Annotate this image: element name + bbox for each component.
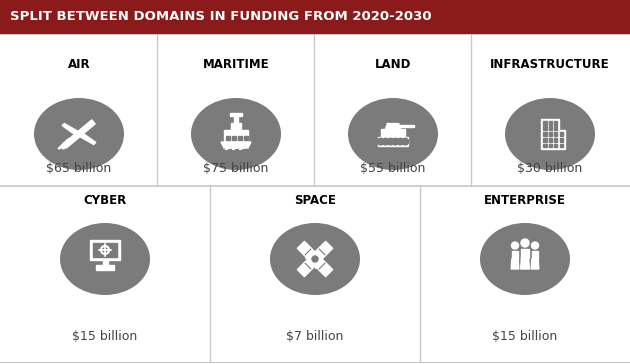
Polygon shape — [297, 241, 333, 277]
Text: ENTERPRISE: ENTERPRISE — [484, 194, 566, 207]
Text: INFRASTRUCTURE: INFRASTRUCTURE — [490, 58, 610, 71]
Bar — [232, 136, 236, 140]
Text: $15 billion: $15 billion — [493, 329, 558, 343]
Circle shape — [532, 242, 539, 249]
Circle shape — [512, 242, 518, 249]
Circle shape — [387, 138, 394, 145]
Bar — [543, 121, 547, 124]
Polygon shape — [79, 132, 96, 145]
Bar — [549, 143, 552, 147]
Circle shape — [402, 138, 409, 145]
Circle shape — [392, 138, 399, 145]
Bar — [0, 0, 630, 34]
Ellipse shape — [34, 98, 124, 170]
Bar — [93, 243, 117, 257]
Polygon shape — [62, 123, 79, 136]
Polygon shape — [531, 259, 539, 269]
Bar — [549, 138, 552, 142]
Bar — [559, 138, 563, 142]
Bar — [554, 121, 557, 124]
Bar — [397, 124, 414, 127]
Bar — [378, 137, 408, 146]
Bar — [554, 126, 557, 130]
Bar — [559, 143, 563, 147]
Bar — [230, 113, 242, 116]
Text: SPACE: SPACE — [294, 194, 336, 207]
Text: $75 billion: $75 billion — [203, 162, 268, 175]
Bar — [541, 119, 559, 149]
Circle shape — [312, 256, 318, 262]
Text: $55 billion: $55 billion — [360, 162, 426, 175]
Bar — [554, 138, 557, 142]
Text: $7 billion: $7 billion — [286, 329, 344, 343]
Bar — [231, 123, 241, 130]
Bar — [522, 249, 529, 258]
Circle shape — [382, 138, 389, 145]
Circle shape — [377, 138, 384, 145]
Polygon shape — [511, 259, 519, 269]
Bar — [512, 251, 518, 259]
Polygon shape — [62, 138, 69, 149]
Polygon shape — [386, 123, 401, 129]
Circle shape — [521, 239, 529, 247]
Bar — [96, 265, 114, 270]
Bar — [549, 126, 552, 130]
Bar — [559, 130, 565, 149]
Polygon shape — [58, 140, 69, 149]
Bar — [224, 130, 248, 142]
Bar — [549, 121, 552, 124]
Bar — [543, 138, 547, 142]
Bar — [226, 136, 230, 140]
Bar — [554, 143, 557, 147]
Circle shape — [310, 254, 320, 264]
Text: LAND: LAND — [375, 58, 411, 71]
Bar — [549, 132, 552, 136]
Bar — [103, 259, 108, 266]
Text: $30 billion: $30 billion — [517, 162, 583, 175]
Bar — [543, 132, 547, 136]
Ellipse shape — [505, 98, 595, 170]
Bar — [543, 126, 547, 130]
Text: $15 billion: $15 billion — [72, 329, 137, 343]
Bar — [532, 251, 538, 259]
Polygon shape — [221, 142, 251, 148]
Bar — [234, 114, 238, 123]
Ellipse shape — [191, 98, 281, 170]
Bar — [238, 136, 242, 140]
Ellipse shape — [480, 223, 570, 295]
Bar — [554, 132, 557, 136]
Ellipse shape — [270, 223, 360, 295]
Ellipse shape — [60, 223, 150, 295]
Text: CYBER: CYBER — [83, 194, 127, 207]
Ellipse shape — [348, 98, 438, 170]
Text: $65 billion: $65 billion — [47, 162, 112, 175]
Polygon shape — [297, 241, 333, 277]
Polygon shape — [63, 120, 95, 148]
Bar — [559, 132, 563, 136]
Bar — [381, 129, 405, 137]
Text: MARITIME: MARITIME — [203, 58, 269, 71]
Text: AIR: AIR — [67, 58, 90, 71]
Bar — [543, 143, 547, 147]
Polygon shape — [520, 258, 529, 269]
Text: SPLIT BETWEEN DOMAINS IN FUNDING FROM 2020-2030: SPLIT BETWEEN DOMAINS IN FUNDING FROM 20… — [10, 11, 432, 24]
Bar — [244, 136, 248, 140]
Circle shape — [397, 138, 404, 145]
Bar — [90, 240, 120, 260]
